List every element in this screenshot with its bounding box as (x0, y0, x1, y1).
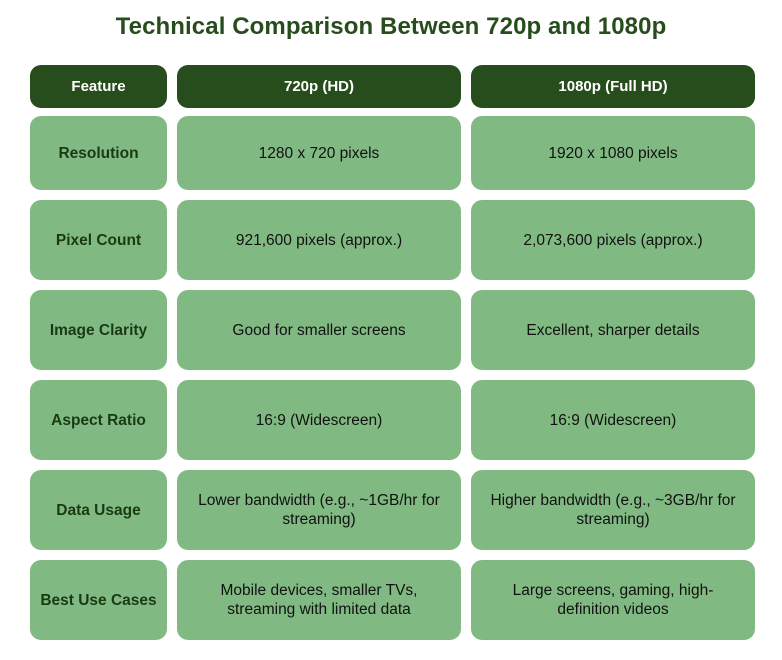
row-720p-value: 921,600 pixels (approx.) (177, 200, 461, 280)
table-row: Pixel Count 921,600 pixels (approx.) 2,0… (30, 200, 755, 280)
table-header-row: Feature 720p (HD) 1080p (Full HD) (30, 65, 755, 108)
header-1080p: 1080p (Full HD) (471, 65, 755, 108)
table-row: Data Usage Lower bandwidth (e.g., ~1GB/h… (30, 470, 755, 550)
row-1080p-value: Higher bandwidth (e.g., ~3GB/hr for stre… (471, 470, 755, 550)
row-720p-value: 1280 x 720 pixels (177, 116, 461, 190)
row-feature-label: Image Clarity (30, 290, 167, 370)
row-1080p-value: 1920 x 1080 pixels (471, 116, 755, 190)
row-1080p-value: Excellent, sharper details (471, 290, 755, 370)
row-1080p-value: 2,073,600 pixels (approx.) (471, 200, 755, 280)
table-row: Resolution 1280 x 720 pixels 1920 x 1080… (30, 116, 755, 190)
row-720p-value: 16:9 (Widescreen) (177, 380, 461, 460)
table-row: Image Clarity Good for smaller screens E… (30, 290, 755, 370)
row-720p-value: Mobile devices, smaller TVs, streaming w… (177, 560, 461, 640)
header-feature: Feature (30, 65, 167, 108)
row-1080p-value: Large screens, gaming, high-definition v… (471, 560, 755, 640)
row-720p-value: Lower bandwidth (e.g., ~1GB/hr for strea… (177, 470, 461, 550)
row-feature-label: Aspect Ratio (30, 380, 167, 460)
table-row: Aspect Ratio 16:9 (Widescreen) 16:9 (Wid… (30, 380, 755, 460)
row-feature-label: Pixel Count (30, 200, 167, 280)
row-720p-value: Good for smaller screens (177, 290, 461, 370)
page-title: Technical Comparison Between 720p and 10… (115, 13, 667, 40)
row-feature-label: Data Usage (30, 470, 167, 550)
comparison-table: Feature 720p (HD) 1080p (Full HD) Resolu… (30, 65, 755, 650)
row-feature-label: Best Use Cases (30, 560, 167, 640)
row-feature-label: Resolution (30, 116, 167, 190)
table-row: Best Use Cases Mobile devices, smaller T… (30, 560, 755, 640)
header-720p: 720p (HD) (177, 65, 461, 108)
row-1080p-value: 16:9 (Widescreen) (471, 380, 755, 460)
